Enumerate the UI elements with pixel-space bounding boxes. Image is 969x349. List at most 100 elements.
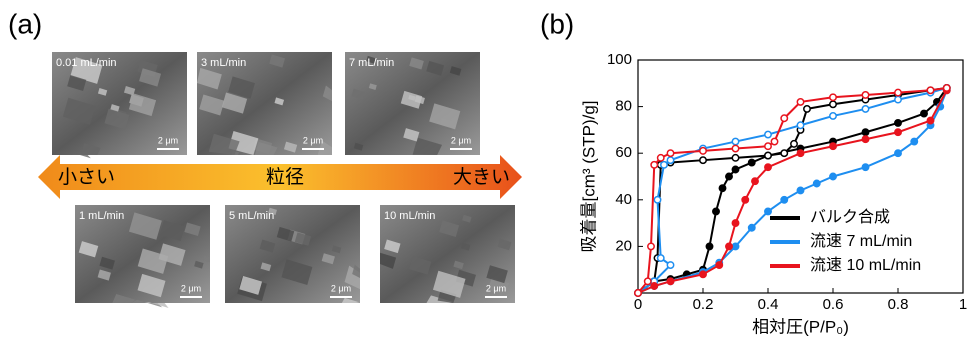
panel-label: (a) — [8, 8, 42, 39]
adsorption-point — [830, 173, 836, 179]
adsorption-point — [732, 220, 738, 226]
adsorption-point — [667, 278, 673, 284]
desorption-point — [667, 150, 673, 156]
adsorption-point — [742, 197, 748, 203]
adsorption-point — [726, 243, 732, 249]
adsorption-point — [895, 150, 901, 156]
x-tick-label: 0.4 — [758, 296, 779, 313]
desorption-point — [654, 197, 660, 203]
adsorption-point — [719, 185, 725, 191]
desorption-point — [862, 92, 868, 98]
adsorption-point — [706, 243, 712, 249]
adsorption-point — [713, 208, 719, 214]
scale-label: 2 μm — [303, 135, 323, 145]
desorption-point — [732, 138, 738, 144]
image-label: 3 mL/min — [201, 57, 246, 69]
desorption-point — [658, 255, 664, 261]
desorption-point — [765, 143, 771, 149]
y-tick-label: 60 — [615, 144, 632, 161]
image-label: 1 mL/min — [79, 210, 124, 222]
x-tick-label: 0 — [634, 296, 642, 313]
adsorption-point — [716, 262, 722, 268]
image-label: 0.01 mL/min — [56, 57, 117, 69]
x-tick-label: 0.8 — [888, 296, 909, 313]
desorption-point — [658, 155, 664, 161]
x-axis-label: 相対圧(P/P₀) — [752, 317, 849, 336]
desorption-point — [667, 157, 673, 163]
y-axis-label: 吸着量[cm³ (STP)/g] — [579, 100, 598, 252]
adsorption-point — [862, 129, 868, 135]
x-tick-label: 0.6 — [823, 296, 844, 313]
desorption-point — [797, 99, 803, 105]
desorption-point — [700, 157, 706, 163]
adsorption-point — [732, 166, 738, 172]
image-label: 5 mL/min — [229, 210, 274, 222]
adsorption-point — [781, 197, 787, 203]
image-label: 10 mL/min — [384, 210, 435, 222]
x-tick-label: 1 — [959, 296, 967, 313]
chart: 0 0.2 0.4 0.6 0.8 1 20 40 60 80 100 相対圧(P/P₀) 吸着量[cm… — [579, 51, 967, 337]
adsorption-point — [814, 180, 820, 186]
y-tick-label: 80 — [615, 98, 632, 115]
adsorption-point — [732, 243, 738, 249]
desorption-point — [781, 115, 787, 121]
desorption-point — [895, 96, 901, 102]
adsorption-point — [765, 164, 771, 170]
legend-label: バルク合成 — [810, 208, 890, 226]
adsorption-point — [911, 138, 917, 144]
desorption-point — [927, 87, 933, 93]
scale-label: 2 μm — [181, 283, 201, 293]
adsorption-point — [830, 143, 836, 149]
scale-label: 2 μm — [158, 135, 178, 145]
image-label: 7 mL/min — [349, 57, 394, 69]
desorption-point — [667, 262, 673, 268]
desorption-point — [635, 290, 641, 296]
legend-label: 流速 10 mL/min — [810, 256, 921, 274]
desorption-point — [732, 155, 738, 161]
adsorption-point — [895, 120, 901, 126]
adsorption-point — [749, 225, 755, 231]
adsorption-point — [862, 136, 868, 142]
adsorption-point — [726, 173, 732, 179]
adsorption-point — [749, 159, 755, 165]
desorption-point — [830, 101, 836, 107]
scale-label: 2 μm — [451, 135, 471, 145]
figure: (a) 0.01 mL/min 2 μm 3 mL/min 2 μm 7 mL/min 2… — [0, 0, 969, 344]
scale-label: 2 μm — [331, 283, 351, 293]
desorption-point — [645, 278, 651, 284]
arrow-center-text: 粒径 — [266, 166, 304, 188]
desorption-point — [895, 89, 901, 95]
desorption-point — [651, 162, 657, 168]
desorption-point — [765, 152, 771, 158]
adsorption-point — [927, 117, 933, 123]
adsorption-point — [752, 178, 758, 184]
adsorption-point — [921, 110, 927, 116]
arrow-left-text: 小さい — [58, 166, 115, 188]
desorption-point — [944, 85, 950, 91]
desorption-point — [862, 106, 868, 112]
legend-label: 流速 7 mL/min — [810, 232, 912, 250]
y-tick-label: 100 — [607, 51, 632, 68]
adsorption-point — [700, 271, 706, 277]
adsorption-point — [765, 208, 771, 214]
adsorption-point — [651, 283, 657, 289]
adsorption-point — [797, 187, 803, 193]
y-tick-label: 40 — [615, 191, 632, 208]
desorption-point — [830, 94, 836, 100]
desorption-point — [700, 148, 706, 154]
desorption-point — [804, 106, 810, 112]
desorption-point — [797, 122, 803, 128]
adsorption-point — [797, 150, 803, 156]
desorption-point — [661, 162, 667, 168]
scale-label: 2 μm — [486, 283, 506, 293]
x-tick-label: 0.2 — [693, 296, 714, 313]
desorption-point — [732, 145, 738, 151]
desorption-point — [648, 243, 654, 249]
panel-label: (b) — [540, 8, 574, 39]
desorption-point — [771, 138, 777, 144]
desorption-point — [765, 131, 771, 137]
adsorption-point — [895, 129, 901, 135]
adsorption-point — [862, 164, 868, 170]
desorption-point — [791, 141, 797, 147]
y-tick-label: 20 — [615, 237, 632, 254]
